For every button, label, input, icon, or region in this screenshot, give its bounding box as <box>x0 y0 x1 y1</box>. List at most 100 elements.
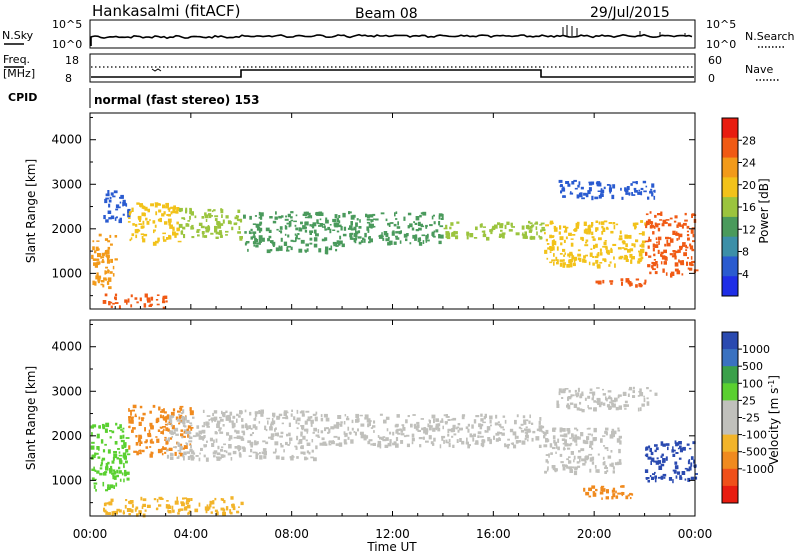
heatmap-cell <box>389 439 392 444</box>
heatmap-cell <box>514 419 517 425</box>
heatmap-cell <box>128 426 131 428</box>
heatmap-cell <box>387 442 392 447</box>
heatmap-cell <box>381 232 383 236</box>
heatmap-cell <box>621 492 625 495</box>
heatmap-cell <box>213 209 216 212</box>
heatmap-cell <box>601 485 605 488</box>
heatmap-cell <box>197 234 200 237</box>
heatmap-cell <box>551 242 554 247</box>
heatmap-cell <box>679 445 682 449</box>
heatmap-cell <box>215 236 219 239</box>
heatmap-cell <box>95 246 99 251</box>
heatmap-cell <box>420 418 424 420</box>
heatmap-cell <box>202 431 206 434</box>
heatmap-cell <box>433 437 436 442</box>
heatmap-cell <box>252 451 256 454</box>
heatmap-cell <box>259 222 262 226</box>
heatmap-cell <box>318 211 323 216</box>
heatmap-cell <box>563 259 565 262</box>
heatmap-cell <box>649 211 652 214</box>
heatmap-cell <box>165 202 169 208</box>
heatmap-cell <box>654 392 658 396</box>
colorbar-tick-label: -25 <box>742 412 760 425</box>
heatmap-cell <box>579 257 582 262</box>
heatmap-cell <box>165 438 168 442</box>
heatmap-cell <box>541 228 546 232</box>
heatmap-cell <box>136 229 141 232</box>
heatmap-cell <box>355 229 357 233</box>
heatmap-cell <box>127 209 130 214</box>
heatmap-cell <box>563 230 568 233</box>
heatmap-cell <box>250 427 253 430</box>
heatmap-cell <box>440 234 444 239</box>
heatmap-cell <box>446 416 450 418</box>
heatmap-cell <box>482 421 486 424</box>
heatmap-cell <box>305 457 309 460</box>
heatmap-cell <box>310 215 313 219</box>
heatmap-cell <box>435 423 440 427</box>
heatmap-cell <box>296 456 299 459</box>
heatmap-cell <box>136 301 139 304</box>
heatmap-cell <box>167 437 170 442</box>
heatmap-cell <box>566 264 570 268</box>
heatmap-cell <box>290 216 293 219</box>
heatmap-cell <box>296 409 299 414</box>
heatmap-cell <box>662 458 666 462</box>
heatmap-cell <box>435 229 439 233</box>
heatmap-cell <box>370 227 373 229</box>
heatmap-cell <box>480 418 484 422</box>
heatmap-cell <box>551 465 556 469</box>
heatmap-cell <box>688 466 692 471</box>
heatmap-cell <box>162 306 165 310</box>
heatmap-cell <box>172 509 175 513</box>
heatmap-cell <box>338 442 343 447</box>
heatmap-cell <box>591 397 594 401</box>
heatmap-cell <box>173 205 176 210</box>
heatmap-cell <box>125 460 128 464</box>
heatmap-cell <box>607 251 610 255</box>
heatmap-cell <box>128 408 130 412</box>
heatmap-cell <box>252 424 256 429</box>
heatmap-cell <box>275 448 277 453</box>
heatmap-cell <box>170 430 173 434</box>
heatmap-cell <box>269 426 273 431</box>
heatmap-cell <box>210 417 215 421</box>
heatmap-cell <box>158 406 161 411</box>
heatmap-cell <box>595 259 599 264</box>
heatmap-cell <box>573 179 577 182</box>
heatmap-cell <box>467 444 471 447</box>
heatmap-cell <box>104 270 107 275</box>
heatmap-cell <box>568 443 572 447</box>
heatmap-cell <box>587 405 589 409</box>
heatmap-cell <box>143 205 146 210</box>
heatmap-cell <box>325 443 328 446</box>
heatmap-cell <box>366 221 370 224</box>
freq-left-tick-bottom: 8 <box>65 72 72 85</box>
heatmap-cell <box>631 243 634 246</box>
heatmap-cell <box>108 203 111 208</box>
heatmap-cell <box>631 256 635 260</box>
heatmap-cell <box>524 235 528 239</box>
heatmap-cell <box>615 495 619 499</box>
heatmap-cell <box>538 235 540 238</box>
heatmap-cell <box>552 428 554 432</box>
heatmap-cell <box>574 389 577 393</box>
heatmap-cell <box>189 215 191 220</box>
heatmap-cell <box>179 452 183 457</box>
heatmap-cell <box>238 506 240 508</box>
heatmap-cell <box>102 449 106 453</box>
heatmap-cell <box>692 441 696 445</box>
heatmap-cell <box>310 423 313 427</box>
heatmap-cell <box>274 432 278 437</box>
heatmap-cell <box>227 414 231 419</box>
heatmap-cell <box>118 305 121 310</box>
heatmap-cell <box>267 238 270 242</box>
heatmap-cell <box>132 427 136 430</box>
heatmap-cell <box>332 440 335 443</box>
heatmap-cell <box>543 432 547 436</box>
heatmap-cell <box>617 429 621 432</box>
heatmap-cell <box>170 423 173 427</box>
heatmap-cell <box>567 396 572 400</box>
heatmap-cell <box>315 434 320 437</box>
